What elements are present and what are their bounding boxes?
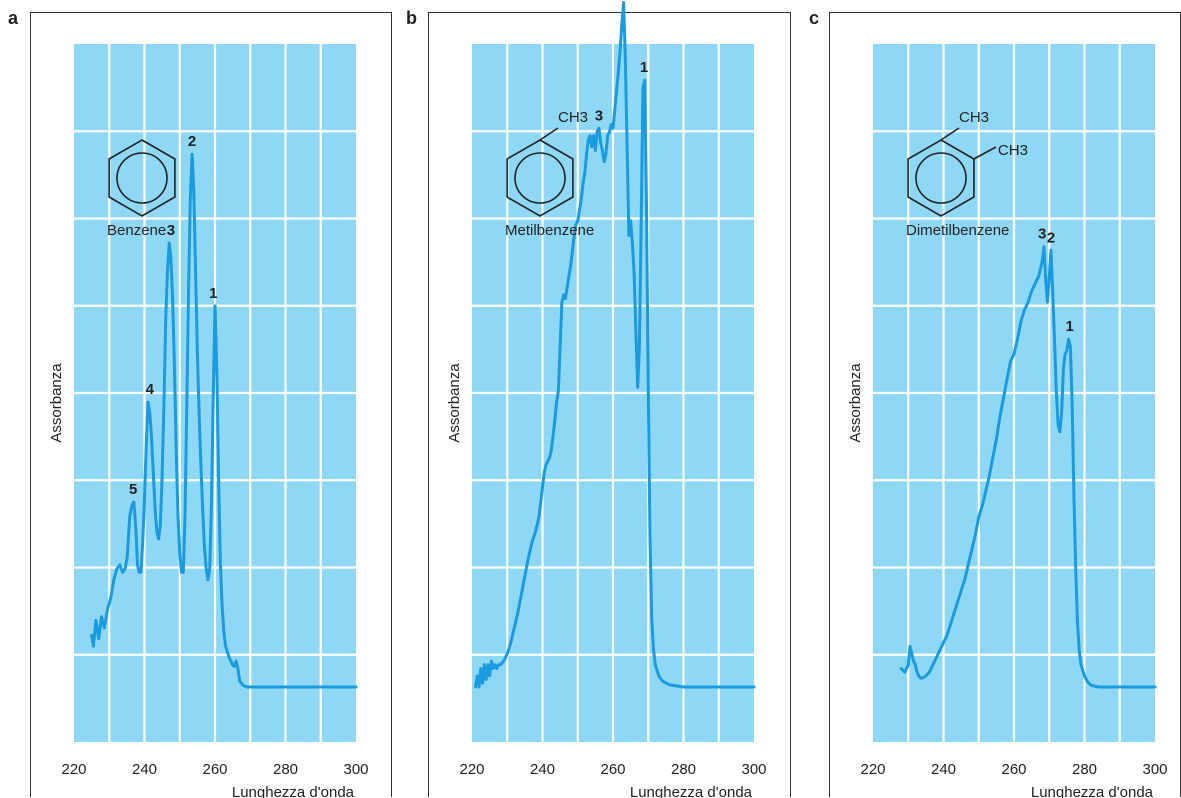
substituent-bond [539,127,559,141]
x-tick-label: 240 [132,761,157,778]
panel-b: 220 240 260 280 300 Lunghezza d'onda Assorbanz… [428,1,791,798]
aromatic-circle [514,152,566,204]
peak-label: 1 [640,59,648,76]
x-tick-label: 280 [273,761,298,778]
molecule-name: Benzene [107,222,166,239]
panel-c: 220 240 260 280 300 Lunghezza d'onda Assorbanz… [829,12,1181,798]
molecule-structure [108,139,176,217]
y-axis-label: Assorbanza [48,363,65,443]
molecule-structure [907,127,997,217]
x-tick-label: 280 [1072,761,1097,778]
benzene-ring [907,139,975,217]
panel-b-letter: b [406,8,417,28]
panel-c-letter: c [809,8,820,28]
molecule-structure [506,127,574,217]
x-tick-label: 260 [202,761,227,778]
x-axis-label: Lunghezza d'onda [1031,784,1154,798]
y-axis-label: Assorbanza [446,363,463,443]
aromatic-circle [116,152,168,204]
substituent-label: CH3 [558,109,588,126]
x-tick-label: 220 [61,761,86,778]
benzene-ring [506,139,574,217]
peak-label: 1 [1066,318,1074,335]
x-tick-label: 220 [860,761,885,778]
spectrum-line [899,245,1157,689]
chart-b: 220 240 260 280 300 Lunghezza d'onda Assorbanz… [446,1,767,798]
x-tick-label: 260 [1001,761,1026,778]
chart-c: 220 240 260 280 300 Lunghezza d'onda Assorbanz… [847,44,1168,798]
chart-a: 220 240 260 280 300 Lunghezza d'onda Assorbanz… [48,44,369,798]
substituent-bond [940,127,960,141]
peak-label: 3 [167,222,175,239]
peak-label: 2 [188,133,196,150]
grid [472,44,754,742]
peak-label: 3 [1038,226,1046,243]
benzene-ring [108,139,176,217]
x-axis-label: Lunghezza d'onda [630,784,753,798]
x-tick-label: 260 [600,761,625,778]
x-axis-label: Lunghezza d'onda [232,784,355,798]
panel-a-letter: a [8,8,19,28]
peak-label: 1 [209,285,217,302]
peak-label: 4 [146,381,155,398]
aromatic-circle [915,152,967,204]
x-tick-label: 220 [459,761,484,778]
peak-label: 3 [595,107,603,124]
substituent-label: CH3 [998,142,1028,159]
peak-label: 5 [129,481,137,498]
x-tick-label: 300 [741,761,766,778]
panel-a: 220 240 260 280 300 Lunghezza d'onda Assorbanz… [30,12,392,798]
x-tick-label: 280 [671,761,696,778]
y-axis-label: Assorbanza [847,363,864,443]
x-tick-label: 300 [343,761,368,778]
molecule-name: Dimetilbenzene [906,222,1009,239]
x-tick-label: 240 [931,761,956,778]
spectrum-line [474,1,756,689]
peak-label: 2 [1047,229,1055,246]
substituent-label: CH3 [959,109,989,126]
x-tick-label: 240 [530,761,555,778]
molecule-name: Metilbenzene [505,222,594,239]
spectrum-line [90,152,358,689]
x-tick-label: 300 [1142,761,1167,778]
substituent-bond [973,146,997,160]
